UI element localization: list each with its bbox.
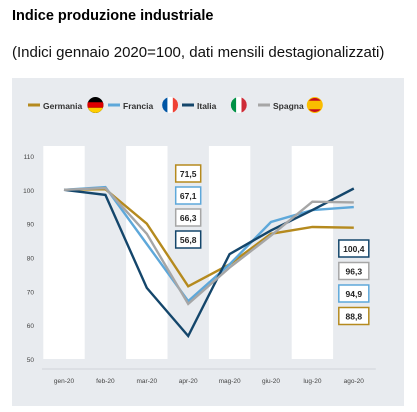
y-tick-label: 90: [27, 222, 35, 229]
series-line-spagna: [63, 186, 354, 306]
series-line-italia: [63, 187, 355, 339]
y-tick-label: 50: [27, 357, 35, 364]
value-box-frame: [174, 164, 202, 183]
legend-item-francia: Francia: [108, 97, 179, 113]
value-label: 67,1: [180, 191, 197, 201]
x-tick-label: feb-20: [96, 378, 115, 385]
y-tick-label: 110: [24, 154, 35, 161]
x-tick-label: apr-20: [179, 378, 198, 385]
legend-label: Italia: [197, 101, 217, 111]
x-tick-label: lug-20: [303, 378, 321, 385]
value-box-frame: [338, 239, 370, 258]
column-band: [291, 146, 334, 359]
line-chart: Germania Francia Italia Spagna 50 60 70 80 90 100…: [23, 97, 376, 385]
y-tick-label: 80: [27, 256, 35, 263]
y-tick-label: 60: [27, 323, 35, 330]
value-box-frame: [338, 306, 370, 326]
legend-item-italia: Italia: [182, 97, 247, 113]
apr-value-box: 56,8: [174, 230, 202, 249]
france-flag-icon: [162, 97, 179, 113]
italy-flag-icon: [230, 97, 247, 113]
x-tick-label: mar-20: [137, 378, 158, 385]
ago-value-box: 100,4: [338, 239, 370, 258]
ago-value-box: 94,9: [338, 284, 370, 303]
value-label: 94,9: [346, 289, 363, 299]
apr-value-box: 71,5: [174, 164, 202, 183]
spain-flag-icon: [306, 97, 323, 113]
value-box-frame: [174, 230, 202, 249]
y-tick-label: 100: [23, 188, 34, 195]
value-box-frame: [338, 284, 370, 303]
value-box-frame: [338, 261, 370, 281]
ago-value-box: 96,3: [338, 261, 370, 281]
legend-label: Francia: [123, 101, 154, 111]
value-label: 100,4: [343, 244, 365, 254]
value-box-frame: [174, 186, 202, 205]
x-tick-label: ago-20: [344, 378, 365, 385]
column-band: [43, 146, 85, 359]
column-band: [208, 146, 251, 359]
value-label: 88,8: [346, 312, 363, 322]
apr-value-box: 66,3: [174, 208, 202, 227]
chart-subtitle: (Indici gennaio 2020=100, dati mensili d…: [12, 44, 385, 61]
legend-label: Spagna: [273, 101, 304, 111]
legend-item-spagna: Spagna: [258, 97, 323, 113]
germany-flag-icon: [87, 97, 104, 113]
legend-item-germania: Germania: [28, 97, 104, 113]
apr-value-box: 67,1: [174, 186, 202, 205]
x-tick-label: giu-20: [262, 378, 280, 385]
x-tick-label: gen-20: [54, 378, 75, 385]
value-box-frame: [174, 208, 202, 227]
value-label: 71,5: [180, 169, 197, 179]
ago-value-box: 88,8: [338, 306, 370, 326]
column-band: [126, 146, 168, 359]
value-label: 56,8: [180, 235, 197, 245]
x-tick-label: mag-20: [219, 378, 241, 385]
value-label: 96,3: [346, 267, 363, 277]
chart-title: Indice produzione industriale: [12, 8, 214, 24]
value-label: 66,3: [180, 213, 197, 223]
y-tick-label: 70: [27, 289, 35, 296]
legend-label: Germania: [43, 101, 82, 111]
